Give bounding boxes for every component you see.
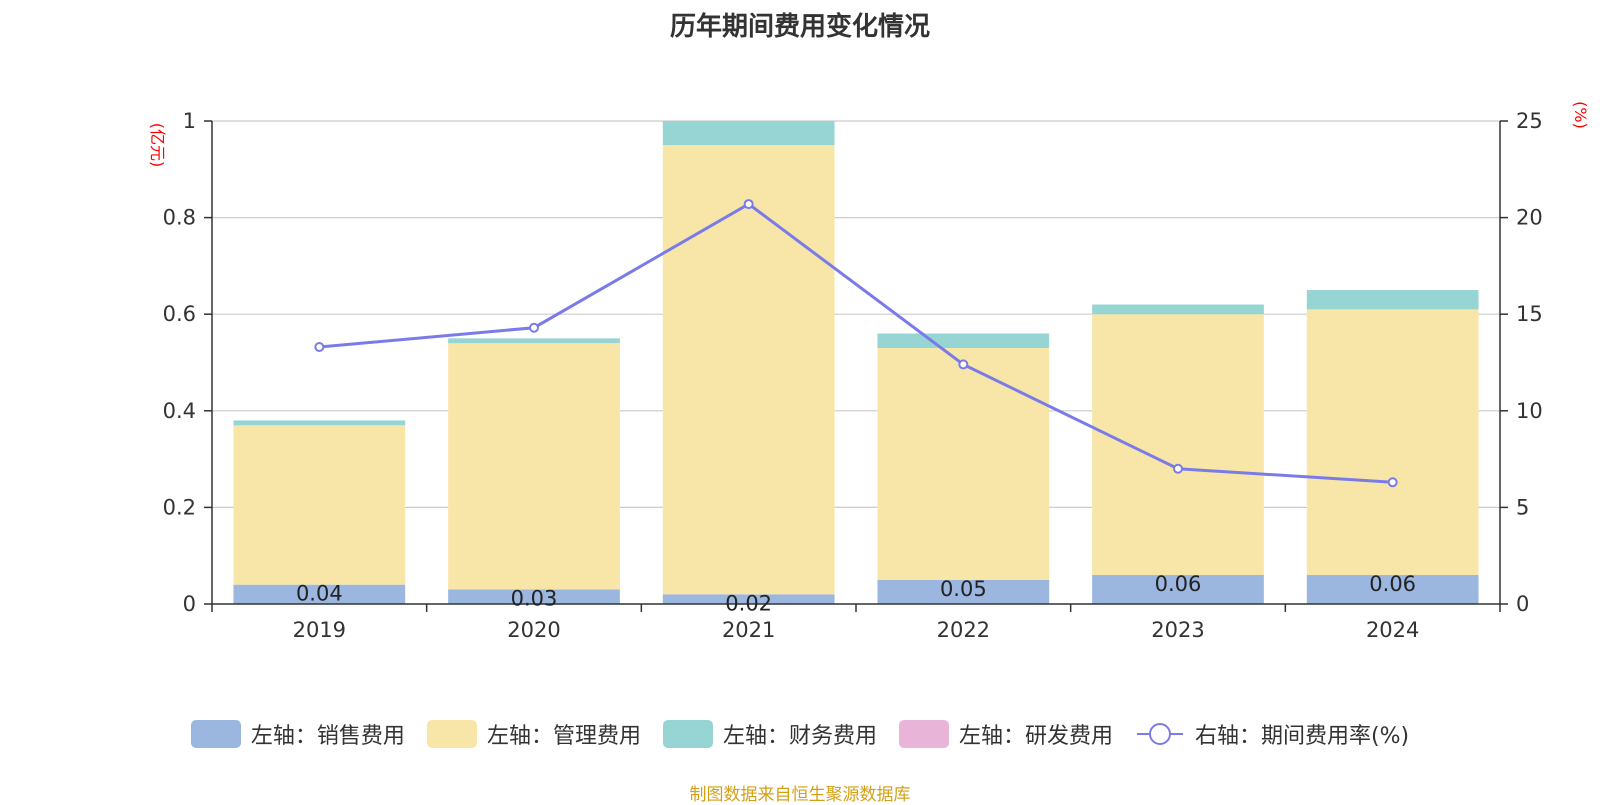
data-label: 0.06	[1155, 572, 1202, 596]
bar	[233, 584, 406, 604]
line-point	[1387, 477, 1398, 488]
chart-title: 历年期间费用变化情况	[669, 12, 930, 42]
bar	[448, 343, 620, 590]
line-point	[958, 359, 969, 370]
line-point	[1173, 463, 1183, 474]
legend-label: 左轴：管理费用	[486, 724, 641, 749]
bar	[1092, 314, 1264, 576]
x-axis-tick-label: 2020	[507, 618, 560, 642]
bar	[1306, 309, 1479, 576]
legend-swatch	[190, 720, 241, 748]
line-point	[314, 342, 325, 353]
bar	[662, 121, 835, 146]
line-point	[529, 322, 539, 333]
left-axis-tick-label: 0.6	[163, 302, 196, 326]
legend-label: 左轴：财务费用	[722, 724, 877, 749]
label-layer: 0.04 0.03 0.02 0.05 0.06 0.06	[296, 572, 1416, 615]
legend-item[interactable]: 左轴：研发费用	[898, 718, 1113, 750]
left-axis-tick-label: 0.2	[163, 495, 196, 519]
right-axis-tick-label: 10	[1516, 399, 1543, 423]
left-axis-tick-label: 0.4	[163, 399, 196, 423]
bar	[1306, 575, 1479, 604]
right-axis-unit: (%)	[1571, 101, 1590, 129]
bar	[877, 579, 1050, 604]
x-axis-tick-label: 2019	[293, 618, 346, 642]
right-axis-tick-label: 5	[1516, 495, 1529, 519]
data-label: 0.05	[940, 577, 987, 601]
bar-layer	[233, 121, 1479, 604]
left-axis-tick-label: 0	[183, 592, 196, 616]
grid-layer	[212, 120, 1500, 508]
bar	[877, 348, 1050, 580]
legend-item[interactable]: 左轴：财务费用	[662, 718, 877, 750]
series-line	[319, 202, 1393, 484]
right-axis-tick-label: 0	[1516, 592, 1529, 616]
right-axis-tick-label: 25	[1516, 109, 1543, 133]
bar	[662, 594, 835, 604]
data-label: 0.04	[296, 582, 343, 606]
legend-line-marker-icon	[1135, 720, 1185, 748]
legend-item[interactable]: 左轴：管理费用	[426, 718, 641, 750]
right-axis-tick-label: 15	[1516, 302, 1543, 326]
bar	[448, 338, 620, 344]
legend-swatch	[426, 720, 477, 748]
legend-label: 左轴：销售费用	[250, 724, 405, 749]
bar	[448, 589, 620, 604]
legend-swatch	[662, 720, 713, 748]
bar	[1092, 575, 1264, 604]
legend-item[interactable]: 右轴：期间费用率(%)	[1135, 718, 1409, 750]
data-label: 0.03	[511, 587, 558, 611]
legend-swatch	[898, 720, 949, 748]
data-label: 0.06	[1369, 572, 1416, 596]
right-axis-tick-label: 20	[1516, 206, 1543, 230]
bar	[1306, 290, 1479, 310]
data-label: 0.02	[725, 591, 772, 615]
bar	[877, 333, 1050, 349]
left-axis-tick-label: 1	[183, 109, 196, 133]
legend-label: 右轴：期间费用率(%)	[1194, 724, 1410, 749]
x-axis-tick-label: 2022	[937, 618, 990, 642]
left-axis-unit: (亿元)	[148, 123, 167, 168]
bar	[233, 425, 406, 585]
bar	[233, 420, 406, 426]
legend-item[interactable]: 左轴：销售费用	[190, 718, 405, 750]
x-axis-tick-label: 2024	[1366, 618, 1419, 642]
bar	[662, 145, 835, 595]
legend-label: 左轴：研发费用	[958, 724, 1113, 749]
bar	[1092, 304, 1264, 315]
x-axis-tick-label: 2021	[722, 618, 775, 642]
line-layer	[314, 199, 1398, 488]
line-point	[743, 199, 754, 210]
source-note: 制图数据来自恒生聚源数据库	[689, 785, 911, 805]
left-axis-tick-label: 0.8	[163, 206, 196, 230]
legend: 左轴：销售费用 左轴：管理费用 左轴：财务费用 左轴：研发费用 右轴：期间费用率(%)	[0, 718, 1600, 750]
x-axis-tick-label: 2023	[1151, 618, 1204, 642]
